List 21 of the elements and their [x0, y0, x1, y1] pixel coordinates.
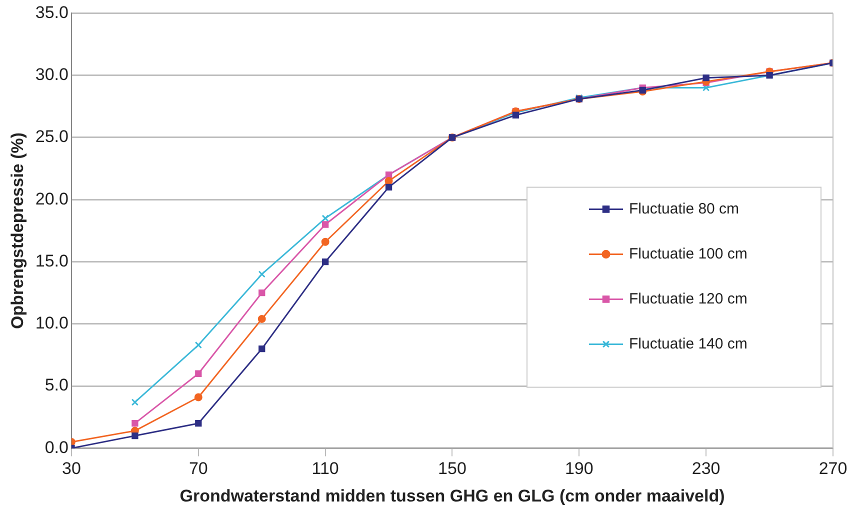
x-tick-label: 30	[62, 459, 81, 478]
x-tick-label: 110	[312, 459, 339, 478]
x-tick-label: 150	[438, 459, 466, 478]
x-tick-label: 70	[188, 459, 208, 478]
y-tick-label: 30.0	[35, 65, 68, 84]
x-tick-label: 230	[692, 459, 720, 478]
y-tick-label: 25.0	[35, 127, 68, 146]
y-axis-title: Opbrengstdepressie (%)	[8, 132, 27, 329]
y-tick-label: 5.0	[44, 376, 68, 395]
legend-label: Fluctuatie 100 cm	[629, 245, 748, 262]
y-tick-label: 10.0	[35, 314, 68, 333]
legend-label: Fluctuatie 80 cm	[629, 200, 740, 218]
x-tick-label: 190	[564, 459, 594, 478]
y-tick-label: 35.0	[35, 2, 68, 22]
x-axis-title: Grondwaterstand midden tussen GHG en GLG (cm onder maaiveld)	[180, 486, 725, 506]
legend-label: Fluctuatie 140 cm	[629, 335, 748, 352]
y-tick-label: 15.0	[35, 251, 68, 270]
x-tick-label: 270	[818, 459, 848, 478]
y-tick-label: 20.0	[35, 189, 68, 208]
legend-label: Fluctuatie 120 cm	[629, 290, 748, 308]
y-tick-label: 0.0	[44, 438, 68, 457]
